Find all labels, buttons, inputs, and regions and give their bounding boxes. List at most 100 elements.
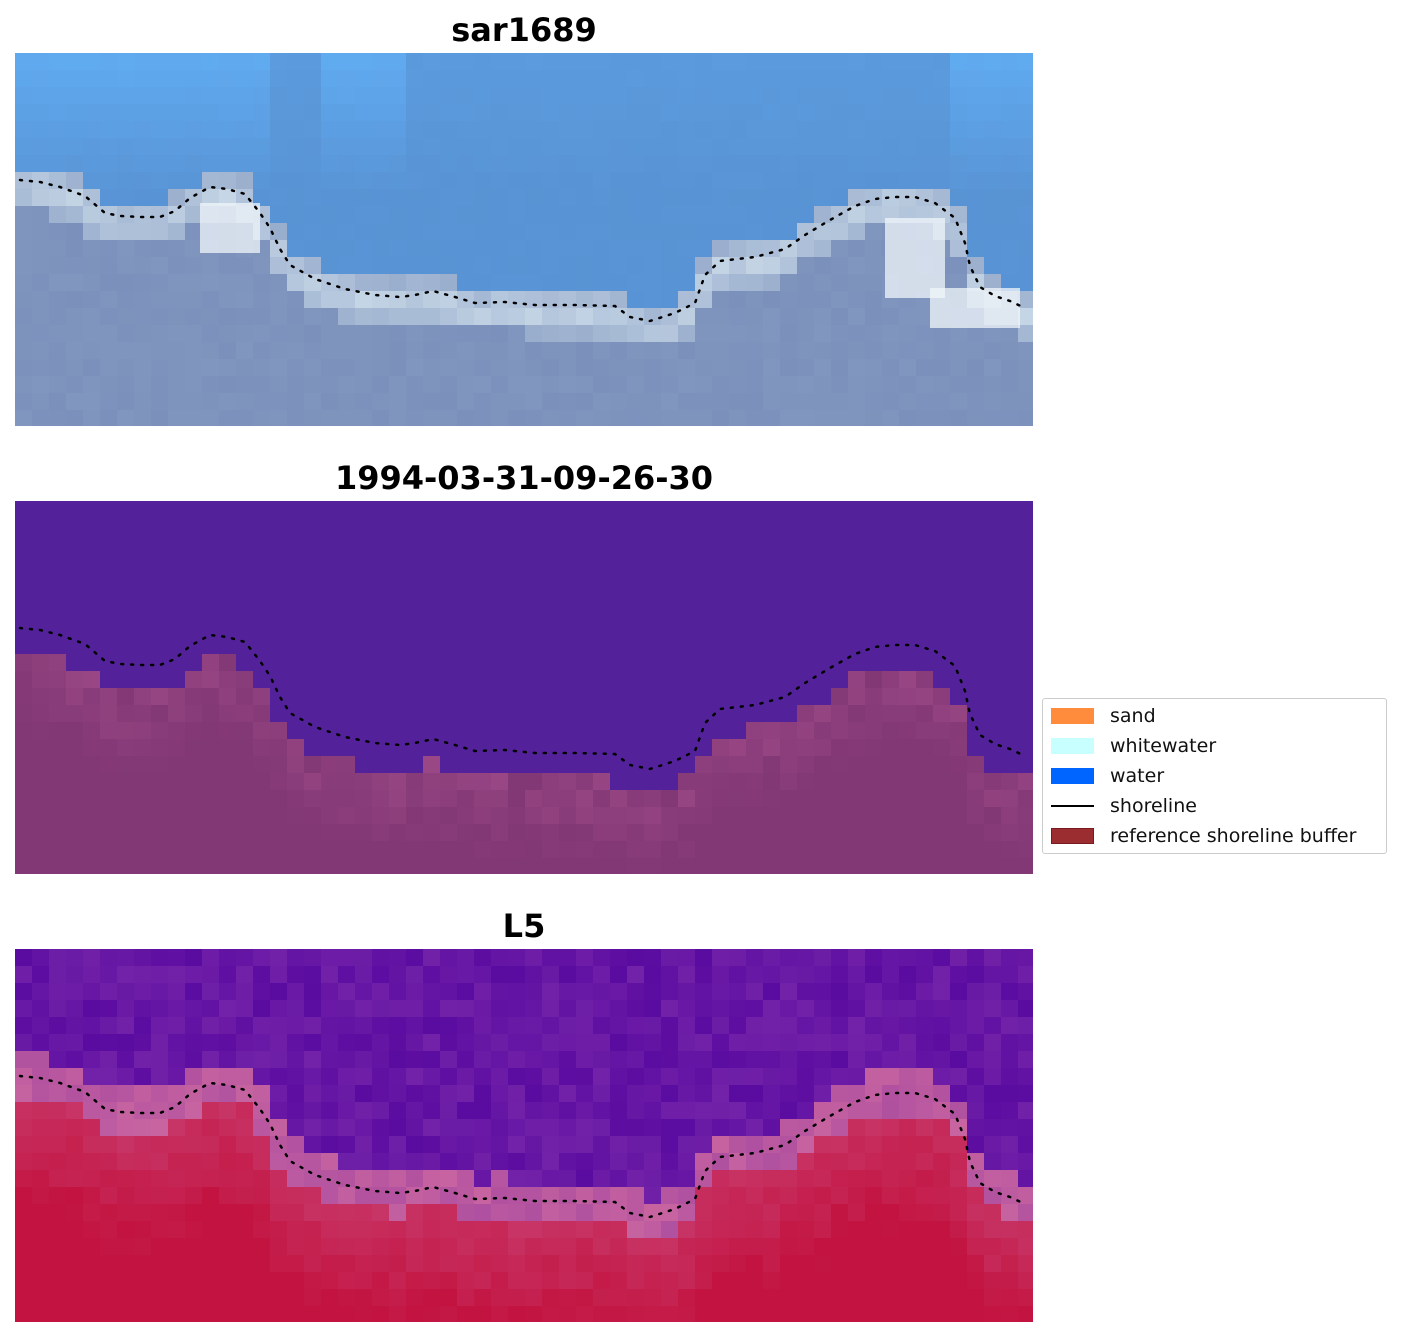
- index-pixel: [270, 1068, 287, 1085]
- index-pixel: [15, 1289, 32, 1306]
- pixel: [253, 274, 270, 291]
- pixel: [372, 155, 389, 172]
- pixel: [100, 138, 117, 155]
- index-pixel: [525, 1102, 542, 1119]
- pixel: [304, 172, 321, 189]
- index-pixel: [32, 1051, 49, 1068]
- index-pixel: [797, 1306, 814, 1322]
- index-pixel: [287, 1017, 304, 1034]
- index-pixel: [355, 1102, 372, 1119]
- index-pixel: [746, 966, 763, 983]
- index-pixel: [32, 1034, 49, 1051]
- pixel: [559, 70, 576, 87]
- index-pixel: [678, 1170, 695, 1187]
- index-pixel: [780, 1255, 797, 1272]
- index-pixel: [270, 1119, 287, 1136]
- buffer-pixel: [882, 790, 899, 807]
- pixel: [933, 155, 950, 172]
- index-pixel: [848, 966, 865, 983]
- buffer-pixel: [423, 824, 440, 841]
- pixel: [899, 53, 916, 70]
- pixel: [389, 189, 406, 206]
- buffer-pixel: [814, 756, 831, 773]
- pixel: [525, 359, 542, 376]
- pixel: [355, 359, 372, 376]
- pixel: [372, 325, 389, 342]
- pixel: [134, 223, 151, 240]
- pixel: [508, 70, 525, 87]
- index-pixel: [185, 1119, 202, 1136]
- pixel: [967, 53, 984, 70]
- pixel: [15, 121, 32, 138]
- pixel: [712, 206, 729, 223]
- pixel: [389, 138, 406, 155]
- index-pixel: [440, 1119, 457, 1136]
- index-pixel: [219, 1102, 236, 1119]
- pixel: [610, 376, 627, 393]
- index-pixel: [967, 983, 984, 1000]
- buffer-pixel: [678, 858, 695, 874]
- legend-label: shoreline: [1110, 795, 1197, 817]
- pixel: [457, 274, 474, 291]
- index-pixel: [882, 1017, 899, 1034]
- pixel: [15, 87, 32, 104]
- pixel: [644, 87, 661, 104]
- buffer-pixel: [304, 858, 321, 874]
- buffer-pixel: [780, 841, 797, 858]
- index-pixel: [1018, 1272, 1033, 1289]
- index-pixel: [117, 1170, 134, 1187]
- index-pixel: [559, 1034, 576, 1051]
- index-pixel: [814, 1170, 831, 1187]
- index-pixel: [355, 1017, 372, 1034]
- index-pixel: [100, 1000, 117, 1017]
- pixel: [389, 121, 406, 138]
- index-pixel: [287, 1187, 304, 1204]
- buffer-pixel: [423, 841, 440, 858]
- pixel: [491, 359, 508, 376]
- pixel: [831, 257, 848, 274]
- buffer-pixel: [389, 841, 406, 858]
- index-pixel: [712, 1034, 729, 1051]
- pixel: [508, 359, 525, 376]
- index-pixel: [950, 1272, 967, 1289]
- index-pixel: [406, 983, 423, 1000]
- pixel: [83, 308, 100, 325]
- pixel: [185, 393, 202, 410]
- buffer-pixel: [338, 841, 355, 858]
- pixel: [763, 206, 780, 223]
- index-pixel: [882, 1289, 899, 1306]
- pixel: [627, 206, 644, 223]
- pixel: [66, 138, 83, 155]
- index-pixel: [644, 1306, 661, 1322]
- buffer-pixel: [508, 841, 525, 858]
- index-pixel: [542, 1221, 559, 1238]
- pixel: [984, 223, 1001, 240]
- index-pixel: [185, 1153, 202, 1170]
- index-pixel: [457, 1238, 474, 1255]
- pixel: [219, 121, 236, 138]
- pixel: [134, 359, 151, 376]
- index-pixel: [967, 1153, 984, 1170]
- buffer-pixel: [610, 790, 627, 807]
- index-pixel: [100, 1034, 117, 1051]
- pixel: [797, 172, 814, 189]
- index-pixel: [168, 966, 185, 983]
- buffer-pixel: [899, 739, 916, 756]
- index-pixel: [814, 1102, 831, 1119]
- index-pixel: [389, 1255, 406, 1272]
- index-pixel: [236, 1170, 253, 1187]
- buffer-pixel: [117, 756, 134, 773]
- index-pixel: [882, 1187, 899, 1204]
- index-pixel: [627, 1187, 644, 1204]
- index-pixel: [882, 983, 899, 1000]
- index-pixel: [253, 949, 270, 966]
- index-pixel: [967, 1221, 984, 1238]
- pixel: [236, 70, 253, 87]
- pixel: [576, 308, 593, 325]
- index-pixel: [542, 1170, 559, 1187]
- index-pixel: [15, 1000, 32, 1017]
- index-pixel: [525, 1170, 542, 1187]
- buffer-pixel: [338, 858, 355, 874]
- pixel: [321, 172, 338, 189]
- index-pixel: [83, 1051, 100, 1068]
